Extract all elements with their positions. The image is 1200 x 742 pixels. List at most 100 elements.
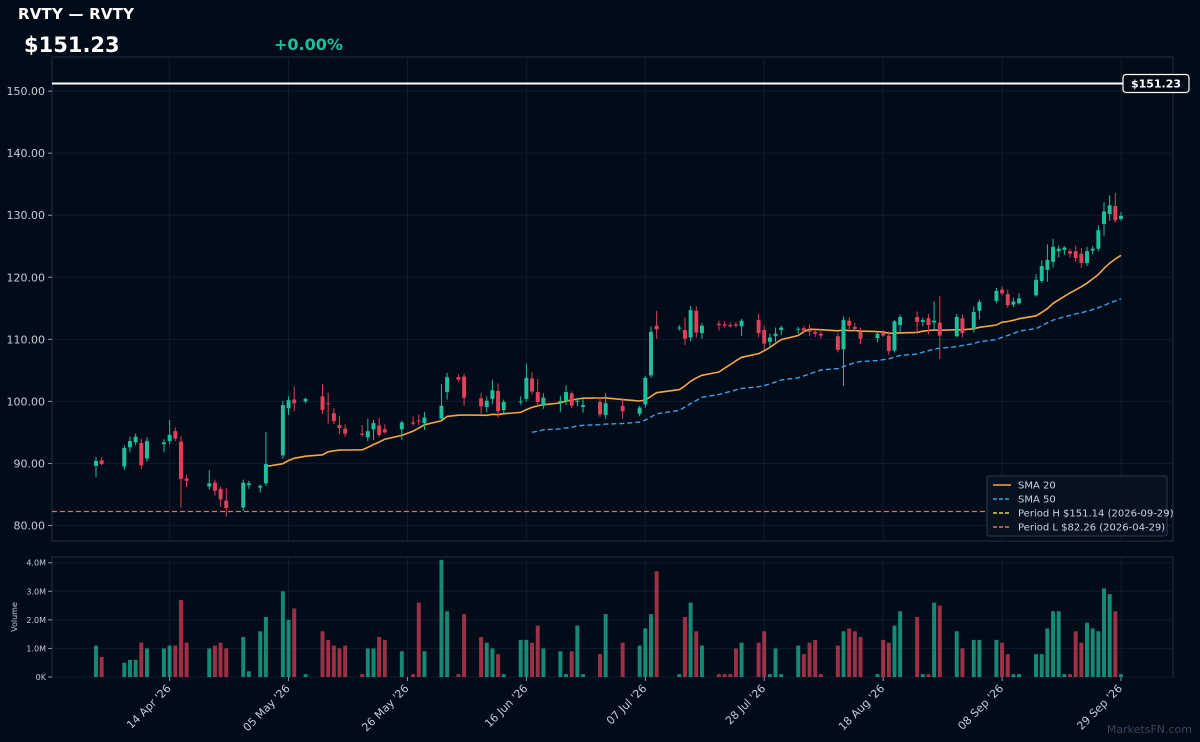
watermark: MarketsFN.com: [1106, 723, 1192, 736]
candle: [767, 333, 772, 349]
volume-bar: [258, 631, 263, 677]
legend: SMA 20 SMA 50 Period H $151.14 (2026-09-29…: [986, 475, 1174, 537]
candle: [1039, 260, 1044, 283]
volume-bar: [648, 614, 653, 677]
date-tick-label: 05 May '26: [241, 682, 293, 734]
candle: [796, 326, 801, 334]
candle: [762, 325, 767, 351]
candle: [699, 323, 704, 339]
candle-body: [326, 403, 331, 405]
sma-lines: [265, 254, 1122, 468]
candle: [643, 375, 648, 408]
legend-label: Period L $82.26 (2026-04-29): [1018, 523, 1165, 534]
candle-body: [343, 428, 348, 434]
volume-bar: [598, 654, 602, 677]
volume-bar: [1000, 642, 1005, 677]
candle-body: [422, 417, 427, 424]
candle-body: [1000, 289, 1005, 294]
volume-bar: [1056, 611, 1061, 677]
candle: [416, 414, 421, 425]
candle-body: [1051, 246, 1056, 262]
candle: [892, 320, 897, 353]
candle-body: [445, 377, 450, 393]
candle: [722, 321, 727, 328]
candle: [241, 479, 246, 512]
candle-body: [246, 483, 251, 486]
candles: [94, 192, 1123, 517]
candle-body: [835, 336, 840, 350]
volume-bar: [1062, 674, 1067, 677]
date-tick-label: 08 Sep '26: [955, 682, 1006, 733]
price-tick-label: 130.00: [7, 209, 46, 222]
candle: [807, 324, 812, 336]
candle-body: [1107, 205, 1112, 214]
date-tick-label: 14 Apr '26: [124, 682, 174, 732]
volume-bar: [813, 639, 818, 677]
candle: [445, 372, 450, 400]
candle: [501, 399, 506, 414]
volume-axis-label: Volume: [10, 602, 19, 632]
volume-tick-label: 3.0M: [26, 587, 46, 596]
candle-body: [915, 316, 920, 322]
volume-bar: [722, 674, 727, 677]
volume-bar: [688, 602, 693, 677]
volume-bar: [835, 645, 840, 677]
volume-bar: [767, 674, 772, 677]
candle: [716, 320, 721, 331]
price-tick-label: 110.00: [7, 333, 46, 346]
candle: [971, 306, 976, 333]
candle: [207, 470, 212, 490]
candle-body: [739, 320, 744, 327]
volume-bar: [1119, 674, 1123, 677]
date-axis: 14 Apr '26 05 May '26 26 May '26 16 Jun '26…: [124, 677, 1125, 734]
candle: [484, 396, 489, 412]
candle: [326, 392, 331, 424]
candle: [1068, 248, 1073, 258]
candle: [462, 373, 467, 406]
candle: [399, 420, 404, 440]
volume-bar: [1079, 642, 1084, 677]
candle-body: [411, 422, 416, 424]
volume-bar: [416, 602, 421, 677]
candle: [1017, 293, 1022, 305]
price-tick-label: 140.00: [7, 147, 46, 160]
volume-bar: [263, 617, 268, 677]
volume-bar: [144, 648, 149, 677]
candle: [648, 326, 653, 378]
volume-bar: [422, 651, 427, 677]
candle-body: [581, 405, 585, 407]
candle: [977, 299, 982, 320]
volume-bar: [246, 671, 251, 677]
candle: [773, 327, 778, 342]
candle: [144, 437, 149, 462]
candle-body: [733, 324, 738, 326]
volume-bar: [699, 645, 704, 677]
candle-body: [762, 330, 767, 344]
volume-bar: [490, 648, 495, 677]
volume-bar: [286, 619, 291, 677]
candle-body: [173, 431, 178, 439]
volume-bar: [807, 642, 812, 677]
price-tick-label: 120.00: [7, 271, 46, 284]
candle: [382, 424, 387, 434]
volume-bar: [411, 674, 416, 677]
volume-bar: [1107, 594, 1112, 677]
candle: [524, 363, 529, 402]
candle: [286, 396, 291, 416]
candle-body: [1090, 248, 1095, 251]
volume-bar: [728, 674, 733, 677]
date-tick-label: 16 Jun '26: [482, 682, 530, 730]
candle-body: [932, 320, 937, 323]
candle-body: [977, 302, 982, 311]
candle-body: [167, 434, 172, 442]
candle: [841, 316, 846, 386]
candle: [920, 317, 925, 327]
candle-body: [184, 478, 189, 481]
candle: [682, 317, 687, 345]
candle-body: [399, 422, 404, 430]
candle: [1107, 195, 1112, 221]
candle-body: [139, 442, 144, 466]
volume-bar: [920, 674, 925, 677]
volume-bar: [886, 642, 891, 677]
